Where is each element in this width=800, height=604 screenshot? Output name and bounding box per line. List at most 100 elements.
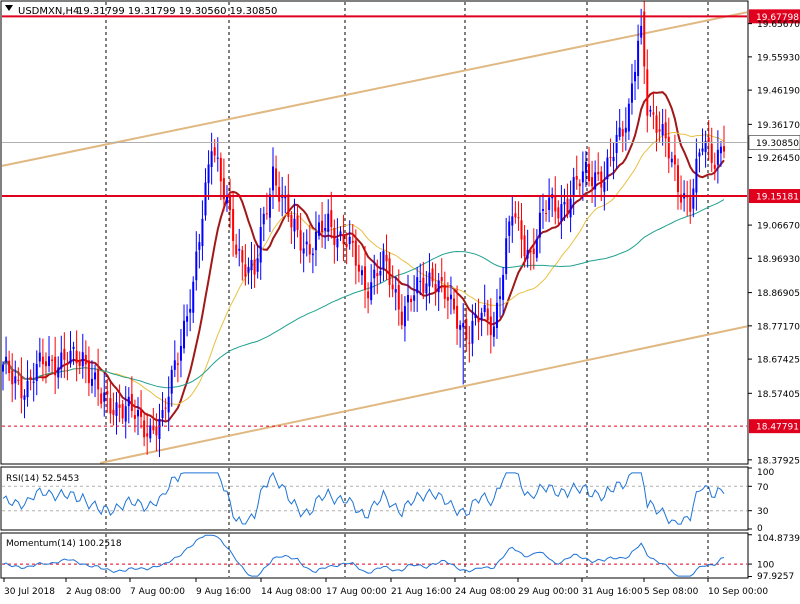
candle-body (541, 209, 544, 211)
candle-body (511, 216, 514, 226)
candle-body (492, 326, 495, 337)
candle-body (428, 272, 431, 287)
candle-body (152, 426, 155, 431)
candle-body (121, 403, 124, 419)
momentum-tick-label: 97.9257 (757, 572, 794, 582)
candle-body (416, 277, 419, 294)
price-tick-label: 19.26450 (757, 154, 800, 164)
candle-body (480, 312, 483, 320)
candle-body (143, 420, 146, 438)
candle-body (385, 254, 388, 262)
time-tick-label: 10 Sep 00:00 (708, 587, 768, 597)
ma-mid-line (2, 91, 725, 423)
candle-body (262, 213, 265, 225)
candle-body (192, 281, 195, 313)
candle-body (97, 369, 100, 390)
candle-body (397, 285, 400, 310)
candle-body (520, 220, 523, 240)
candle-body (569, 198, 572, 218)
candle-body (723, 146, 725, 152)
candle-body (189, 308, 192, 313)
candle-body (183, 320, 186, 349)
candle-body (453, 298, 456, 310)
candle-body (20, 376, 23, 399)
candle-body (716, 149, 719, 165)
rsi-line (2, 471, 725, 525)
candle-body (609, 157, 612, 159)
candle-body (664, 122, 667, 139)
price-tick-label: 19.06670 (757, 222, 800, 232)
candle-body (695, 158, 698, 193)
candle-body (603, 181, 606, 192)
candle-body (204, 182, 207, 216)
time-tick-label: 24 Aug 08:00 (455, 587, 516, 597)
candle-body (578, 183, 581, 187)
candle-body (130, 393, 133, 411)
candle-body (318, 222, 321, 236)
candle-body (176, 363, 179, 365)
candle-body (456, 305, 459, 329)
candle-body (244, 264, 247, 277)
candle-body (345, 243, 348, 248)
candle-body (198, 242, 201, 250)
candle-body (5, 356, 8, 362)
candle-body (581, 171, 584, 183)
candle-body (434, 284, 437, 292)
time-tick-label: 7 Aug 00:00 (130, 587, 185, 597)
momentum-panel[interactable]: Momentum(14) 100.2518 (0, 532, 749, 579)
price-tick-label: 19.65670 (757, 20, 800, 30)
candle-body (290, 214, 293, 228)
rsi-panel[interactable]: RSI(14) 52.5453 (0, 466, 749, 531)
candle-body (382, 250, 385, 269)
candle-body (640, 25, 643, 38)
candle-body (514, 213, 517, 218)
candlesticks[interactable] (2, 0, 725, 458)
rsi-series (2, 471, 725, 525)
time-tick-label: 5 Sep 08:00 (644, 587, 699, 597)
candle-body (158, 418, 161, 439)
candle-body (413, 295, 416, 301)
candle-body (235, 244, 238, 255)
candle-body (259, 227, 262, 263)
momentum-tick-label: 104.8739 (757, 534, 800, 544)
candle-body (155, 426, 158, 436)
candle-body (164, 407, 167, 409)
candle-body (149, 425, 152, 439)
candle-body (186, 316, 189, 322)
rsi-levels (2, 485, 747, 512)
candle-body (136, 410, 139, 417)
candle-body (238, 248, 241, 251)
price-panel[interactable]: USDMXN,H4 19.31799 19.31799 19.30560 19.… (0, 0, 749, 465)
price-tick-label: 18.96930 (757, 255, 800, 265)
trend-channel[interactable] (1, 11, 748, 464)
candle-body (167, 396, 170, 413)
candle-body (195, 251, 198, 281)
current-price-label: 19.30850 (756, 139, 799, 149)
candle-body (207, 164, 210, 184)
candle-body (667, 136, 670, 159)
candle-body (370, 282, 373, 301)
candle-body (253, 259, 256, 275)
candle-body (443, 285, 446, 299)
candle-body (213, 147, 216, 156)
candle-body (462, 322, 465, 328)
price-axis: 19.67798 19.15181 18.47791 19.65670 19.55930… (748, 9, 800, 466)
candle-body (35, 363, 38, 382)
candle-body (72, 346, 75, 349)
candle-body (388, 258, 391, 285)
candle-body (406, 295, 409, 303)
candle-body (425, 283, 428, 294)
candle-body (459, 325, 462, 330)
candle-body (109, 398, 112, 414)
candle-body (465, 318, 468, 340)
candle-body (431, 268, 434, 282)
horizontal-levels[interactable] (2, 15, 747, 427)
candle-body (707, 137, 710, 143)
candle-body (308, 244, 311, 255)
candle-body (2, 364, 4, 372)
candle-body (84, 354, 87, 365)
candle-body (106, 391, 109, 395)
candle-body (710, 143, 713, 163)
